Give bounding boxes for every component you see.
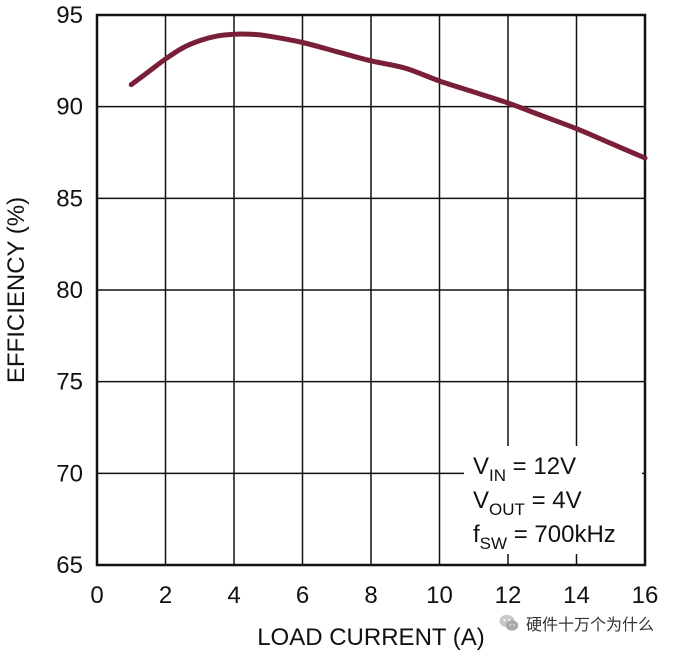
annotation-box [464, 446, 642, 554]
efficiency-curve [128, 31, 648, 161]
annotation-line: VOUT = 4V [473, 487, 582, 519]
y-tick-label: 70 [56, 460, 83, 487]
x-tick-label: 0 [90, 582, 103, 609]
plot-frame [95, 13, 647, 567]
y-tick-label: 80 [56, 277, 83, 304]
wechat-icon [499, 614, 519, 631]
x-tick-label: 16 [632, 582, 659, 609]
annotation-line: VIN = 12V [473, 453, 576, 485]
x-tick-label: 6 [296, 582, 309, 609]
x-axis-title: LOAD CURRENT (A) [257, 624, 485, 651]
y-tick-label: 95 [56, 2, 83, 29]
y-tick-label: 75 [56, 369, 83, 396]
annotation-line: fSW = 700kHz [473, 521, 616, 553]
y-tick-label: 65 [56, 552, 83, 579]
watermark: 硬件十万个为什么 [498, 608, 654, 638]
tick-labels: 0 2 4 6 8 10 12 14 16 95 90 85 80 75 70 65 [56, 2, 658, 609]
watermark-text: 硬件十万个为什么 [526, 615, 655, 634]
x-tick-label: 2 [159, 582, 172, 609]
grid [97, 15, 645, 565]
x-tick-label: 12 [495, 582, 522, 609]
y-tick-label: 85 [56, 185, 83, 212]
series-layer [128, 31, 648, 161]
x-tick-label: 10 [426, 582, 453, 609]
x-tick-label: 4 [227, 582, 240, 609]
x-tick-label: 14 [563, 582, 590, 609]
x-tick-label: 8 [364, 582, 377, 609]
y-tick-label: 90 [56, 94, 83, 121]
y-axis-title: EFFICIENCY (%) [3, 197, 30, 383]
